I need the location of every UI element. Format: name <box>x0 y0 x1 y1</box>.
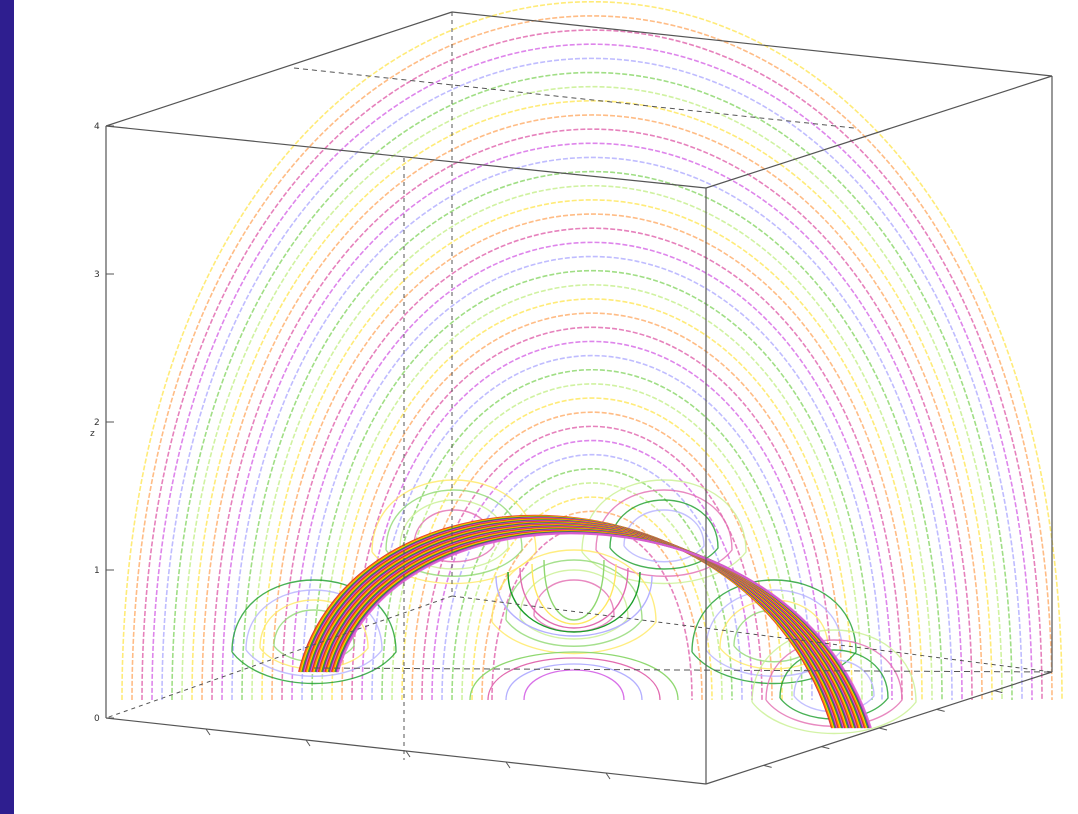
field-line-arc <box>191 100 993 701</box>
field-line-arc <box>351 326 833 701</box>
field-line-arc <box>211 128 973 701</box>
side-lobe-loop <box>609 499 719 570</box>
y-tick-mark <box>821 746 830 750</box>
y-tick-mark <box>878 727 888 731</box>
field-line-arc <box>281 227 903 701</box>
flux-rope-3d-plot: 0 1 2 3 4 z <box>90 1 1063 785</box>
field-line-arc <box>251 184 933 701</box>
field-line-arc <box>461 482 723 701</box>
field-line-arc <box>241 170 943 701</box>
z-tick-label: 1 <box>94 566 100 576</box>
field-line-arc <box>431 439 753 701</box>
field-line-arc <box>161 57 1023 701</box>
side-lobe-loop <box>505 559 643 647</box>
field-line-arc <box>341 312 843 701</box>
side-lobe-loop <box>259 599 369 670</box>
floor-loop <box>487 657 661 701</box>
box-edge-hidden <box>105 595 453 719</box>
flux-rope-strand <box>299 515 835 729</box>
field-line-arc <box>321 284 863 701</box>
y-tick-mark <box>936 708 945 712</box>
side-lobe-loop <box>231 579 397 685</box>
floor-loop <box>505 663 643 701</box>
field-line-arc <box>121 1 1063 701</box>
field-line-arc <box>481 510 703 701</box>
side-lobe-loop <box>691 579 857 685</box>
central-dip-loop <box>531 563 617 625</box>
side-lobe-loop <box>273 609 355 663</box>
field-line-arc <box>131 15 1053 701</box>
central-dip-loop <box>507 571 641 633</box>
floor-loop <box>523 669 625 701</box>
z-tick-label: 2 <box>94 418 100 428</box>
side-lobe-loops <box>231 479 917 735</box>
field-line-arc <box>451 468 733 701</box>
side-lobe-loop <box>245 589 383 677</box>
y-tick-mark <box>763 764 772 768</box>
field-line-arc <box>331 298 853 701</box>
side-lobe-loop <box>623 509 705 563</box>
side-lobe-loop <box>705 589 843 677</box>
field-line-arc <box>201 114 983 701</box>
field-line-arc <box>411 411 773 701</box>
flux-rope-bundle <box>298 514 872 729</box>
side-lobe-loop <box>519 569 629 640</box>
field-line-arc <box>231 156 953 701</box>
central-dip-loop <box>495 575 653 637</box>
plot-panel: 0 1 2 3 4 z <box>14 0 1078 814</box>
x-tick-mark <box>405 750 411 758</box>
z-axis-label: z <box>90 429 95 439</box>
axis-ticks: 0 1 2 3 4 z <box>90 122 1003 780</box>
box-guide <box>313 667 1053 673</box>
field-line-arc <box>271 213 913 701</box>
field-line-arc <box>311 269 873 701</box>
side-lobe-loop <box>751 629 917 735</box>
z-tick-label: 4 <box>94 122 100 132</box>
box-edge <box>705 75 1053 189</box>
field-line-arc <box>171 71 1013 701</box>
box-guide <box>293 67 855 129</box>
field-line-arc <box>371 355 813 701</box>
box-edge <box>451 11 1053 77</box>
x-tick-mark <box>605 772 611 780</box>
z-tick-label: 3 <box>94 270 100 280</box>
box-edge <box>105 11 453 127</box>
field-line-arc <box>441 454 743 701</box>
x-tick-mark <box>305 739 311 747</box>
z-tick-label: 0 <box>94 714 100 724</box>
field-line-arc <box>381 369 803 701</box>
flux-rope-strand <box>336 532 872 729</box>
side-lobe-loop <box>581 479 747 585</box>
x-tick-mark <box>205 728 211 736</box>
field-line-arc <box>181 85 1003 701</box>
y-tick-mark <box>994 690 1003 694</box>
central-dip-loop <box>543 559 605 621</box>
side-lobe-loop <box>595 489 733 577</box>
field-line-arc <box>361 340 823 701</box>
side-lobe-loop <box>719 599 829 670</box>
field-line-arcs <box>121 1 1063 701</box>
side-lobe-loop <box>491 549 657 655</box>
field-line-arc <box>401 397 783 701</box>
x-tick-mark <box>505 761 511 769</box>
field-line-arc <box>261 199 923 701</box>
field-line-arc <box>141 29 1043 701</box>
central-dip-loop <box>519 567 629 629</box>
box-edge <box>105 125 707 189</box>
side-lobe-loop <box>765 639 903 727</box>
floor-loop <box>469 651 679 701</box>
side-lobe-loop <box>779 649 889 720</box>
field-line-arc <box>291 241 893 701</box>
field-line-arc <box>151 43 1033 701</box>
